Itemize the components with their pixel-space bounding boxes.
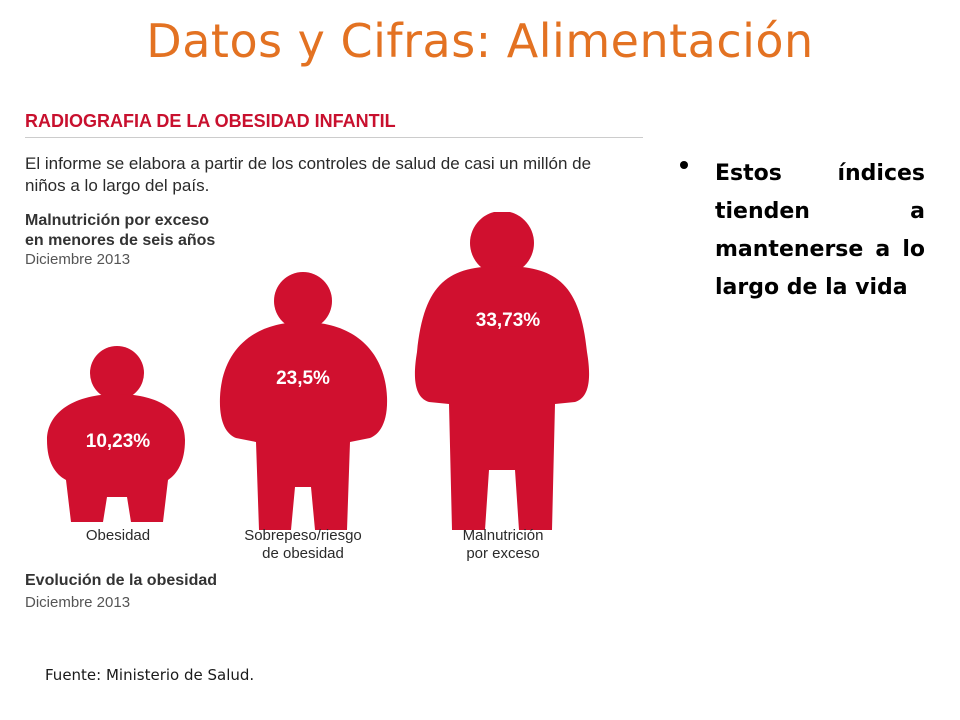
section2-date: Diciembre 2013: [25, 594, 131, 611]
section2-heading: Evolución de la obesidad: [25, 572, 218, 589]
slide-title: Datos y Cifras: Alimentación: [146, 14, 814, 68]
figure-obesidad-label: Obesidad: [28, 527, 208, 545]
figure-sobrepeso-label-line2: de obesidad: [262, 545, 344, 562]
source-note: Fuente: Ministerio de Salud.: [45, 666, 255, 684]
figure-malnutricion-label: Malnutrición por exceso: [413, 527, 593, 563]
figure-sobrepeso-label-line1: Sobrepeso/riesgo: [244, 527, 362, 544]
infographic-title: RADIOGRAFIA DE LA OBESIDAD INFANTIL: [25, 111, 396, 131]
figure-sobrepeso-label: Sobrepeso/riesgo de obesidad: [213, 527, 393, 563]
figure-malnutricion-value: 33,73%: [475, 310, 541, 331]
figure-sobrepeso: [219, 272, 388, 530]
figure-malnutricion-label-line1: Malnutrición: [462, 527, 544, 544]
figure-sobrepeso-value: 23,5%: [276, 368, 330, 389]
figure-obesidad-value: 10,23%: [85, 431, 151, 452]
bullet-icon: [680, 161, 688, 169]
figure-malnutricion: [414, 212, 590, 530]
figure-obesidad: [47, 346, 185, 522]
figure-obesidad-label-line1: Obesidad: [85, 527, 151, 544]
obesity-figures: [47, 212, 590, 530]
section1-heading-line2: en menores de seis años: [25, 232, 216, 249]
section1-heading-line1: Malnutrición por exceso: [25, 212, 210, 229]
bullet-item: Estos índices tienden a mantenerse a lo …: [715, 161, 925, 300]
infographic-intro: El informe se elabora a partir de los co…: [25, 154, 592, 195]
bullet-list: Estos índices tienden a mantenerse a lo …: [680, 155, 925, 307]
infographic-divider: [25, 137, 643, 138]
section1-date: Diciembre 2013: [25, 251, 131, 268]
figure-malnutricion-label-line2: por exceso: [466, 545, 540, 562]
